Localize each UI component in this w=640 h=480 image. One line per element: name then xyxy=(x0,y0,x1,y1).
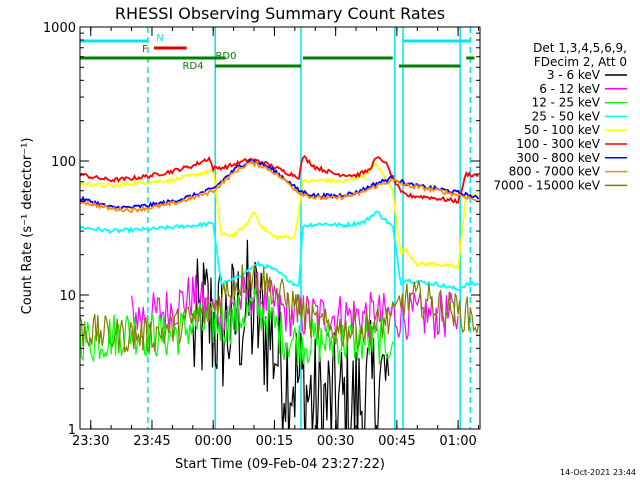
flag-f: F xyxy=(142,44,187,55)
legend-label: 50 - 100 keV xyxy=(524,123,601,137)
plot-area: NF RD0 RD4 1 10 100 1000 23:30 23:45 00:00 00:15 00… xyxy=(43,21,481,449)
x-tick-label: 23:45 xyxy=(133,434,170,449)
legend-label: 7000 - 15000 keV xyxy=(493,178,600,192)
y-axis-ticks: 1 10 100 1000 xyxy=(43,21,480,438)
flag-rd0: RD0 xyxy=(80,51,475,62)
legend-label: 100 - 300 keV xyxy=(516,137,600,151)
flag-label-rd4: RD4 xyxy=(182,61,203,72)
y-tick-label: 1000 xyxy=(43,21,76,36)
y-tick-label: 100 xyxy=(51,155,76,170)
flag-label-f: F xyxy=(142,44,148,55)
series-50-100-kev xyxy=(80,162,480,270)
x-axis-label: Start Time (09-Feb-04 23:27:22) xyxy=(175,457,385,472)
timestamp: 14-Oct-2021 23:44 xyxy=(560,468,636,477)
y-tick-label: 1 xyxy=(68,423,76,438)
x-tick-label: 23:30 xyxy=(72,434,109,449)
plot-frame xyxy=(79,26,481,430)
legend-label: 25 - 50 keV xyxy=(532,109,601,123)
legend-label: 6 - 12 keV xyxy=(539,82,601,96)
flag-n: N xyxy=(80,33,471,44)
series-25-50-kev xyxy=(80,210,479,292)
chart-title: RHESSI Observing Summary Count Rates xyxy=(115,4,445,23)
flag-rd4: RD4 xyxy=(182,61,461,72)
legend: Det 1,3,4,5,6,9, FDecim 2, Att 0 3 - 6 k… xyxy=(493,41,627,192)
x-tick-label: 00:45 xyxy=(378,434,415,449)
x-axis-ticks: 23:30 23:45 00:00 00:15 00:30 00:45 01:00 xyxy=(72,27,480,449)
legend-header-line-1: Det 1,3,4,5,6,9, xyxy=(533,41,627,55)
series-12-25-kev xyxy=(80,288,394,366)
legend-label: 3 - 6 keV xyxy=(547,68,601,82)
series-800-7000-kev xyxy=(80,160,479,214)
flag-label-rd0: RD0 xyxy=(215,51,236,62)
x-tick-label: 00:00 xyxy=(194,434,231,449)
legend-header-line-2: FDecim 2, Att 0 xyxy=(534,55,627,69)
series-7000-15000-kev xyxy=(80,264,480,354)
x-tick-label: 00:30 xyxy=(317,434,354,449)
series-300-800-kev xyxy=(80,158,480,211)
y-tick-label: 10 xyxy=(59,289,76,304)
legend-label: 300 - 800 keV xyxy=(516,151,600,165)
x-tick-label: 01:00 xyxy=(439,434,476,449)
flag-label-n: N xyxy=(156,33,163,44)
legend-label: 12 - 25 keV xyxy=(532,96,601,110)
x-tick-label: 00:15 xyxy=(256,434,293,449)
series-3-6-kev xyxy=(192,239,390,429)
y-axis-label: Count Rate (s⁻¹ detector⁻¹) xyxy=(20,138,35,315)
series-100-300-kev xyxy=(80,155,479,204)
series-6-12-kev xyxy=(131,271,459,340)
legend-label: 800 - 7000 keV xyxy=(509,165,601,179)
